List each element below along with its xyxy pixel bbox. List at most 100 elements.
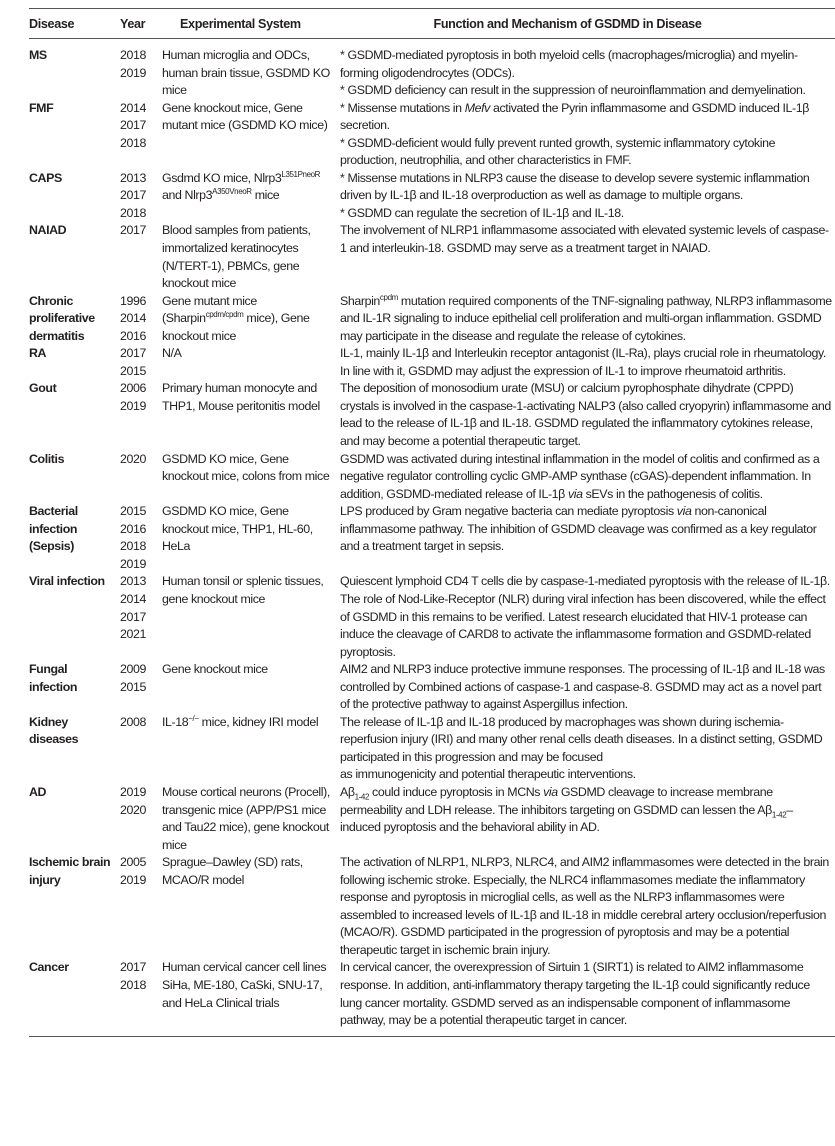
function-paragraph: Sharpincpdm mutation required components… — [340, 292, 832, 343]
function-paragraph: Aβ1-42 could induce pyroptosis in MCNs v… — [340, 784, 793, 835]
function-paragraph: The deposition of monosodium urate (MSU)… — [340, 381, 831, 449]
table-row: CAPS 2013 2017 2018 Gsdmd KO mice, Nlrp3L351… — [29, 170, 835, 223]
year: 2018 — [120, 135, 146, 150]
year: 2021 — [120, 627, 146, 642]
function-paragraph: * GSDMD deficiency can result in the sup… — [340, 83, 806, 98]
table-row: MS 2018 2019 Human microglia and ODCs, huma… — [29, 47, 835, 100]
disease-cell: Colitis — [29, 451, 65, 466]
table-row: Fungal infection 2009 2015 Gene knockout mi… — [29, 661, 835, 714]
disease-cell: Kidney diseases — [29, 714, 79, 747]
system-cell: Human microglia and ODCs, human brain ti… — [162, 48, 330, 98]
table-header: Disease Year Experimental System Functio… — [29, 9, 835, 39]
header-system: Experimental System — [180, 16, 301, 31]
year: 2019 — [120, 556, 146, 571]
function-cell: Aβ1-42 could induce pyroptosis in MCNs v… — [340, 784, 835, 854]
function-paragraph: In cervical cancer, the overexpression o… — [340, 960, 810, 1028]
table-row: Chronic proliferative dermatitis 1996 2014… — [29, 293, 835, 346]
system-cell: Gene knockout mice — [162, 662, 268, 677]
year-cell: 2017 2015 — [120, 345, 162, 380]
function-cell: The release of IL-1β and IL-18 produced … — [340, 714, 835, 784]
disease-cell: CAPS — [29, 170, 62, 185]
function-cell: IL-1, mainly IL-1β and Interleukin recep… — [340, 345, 835, 380]
disease-cell: FMF — [29, 100, 54, 115]
system-cell: Human cervical cancer cell lines SiHa, M… — [162, 960, 327, 1010]
year: 2014 — [120, 311, 146, 326]
function-paragraph: * Missense mutations in NLRP3 cause the … — [340, 170, 810, 203]
system-cell: Human tonsil or splenic tissues, gene kn… — [162, 574, 324, 606]
table-row: NAIAD 2017 Blood samples from patients, im… — [29, 222, 835, 292]
year: 2016 — [120, 521, 146, 536]
year: 2020 — [120, 451, 146, 466]
table-row: Bacterial infection (Sepsis) 2015 2016 2018… — [29, 503, 835, 573]
year-cell: 2018 2019 — [120, 47, 162, 100]
year: 2017 — [120, 118, 146, 133]
function-cell: The involvement of NLRP1 inflammasome as… — [340, 222, 835, 292]
disease-cell: Gout — [29, 381, 57, 396]
function-paragraph: Quiescent lymphoid CD4 T cells die by ca… — [340, 574, 830, 659]
year-cell: 2020 — [120, 451, 162, 504]
system-cell: Gsdmd KO mice, Nlrp3L351PneoR and Nlrp3A… — [162, 169, 321, 203]
function-cell: * GSDMD-mediated pyroptosis in both myel… — [340, 47, 835, 100]
year-cell: 2009 2015 — [120, 661, 162, 714]
year-cell: 1996 2014 2016 — [120, 293, 162, 346]
disease-cell: RA — [29, 346, 47, 361]
function-paragraph: The release of IL-1β and IL-18 produced … — [340, 714, 823, 782]
function-cell: Sharpincpdm mutation required components… — [340, 293, 835, 346]
system-cell: GSDMD KO mice, Gene knockout mice, THP1,… — [162, 504, 313, 554]
table-row: Gout 2006 2019 Primary human monocyte and T… — [29, 380, 835, 450]
year: 2017 — [120, 188, 146, 203]
system-cell: Primary human monocyte and THP1, Mouse p… — [162, 381, 320, 413]
table-row: AD 2019 2020 Mouse cortical neurons (Procel… — [29, 784, 835, 854]
function-paragraph: * GSDMD can regulate the secretion of IL… — [340, 205, 624, 220]
function-paragraph: LPS produced by Gram negative bacteria c… — [340, 504, 817, 554]
year: 2015 — [120, 504, 146, 519]
header-disease: Disease — [29, 16, 75, 31]
table-row: RA 2017 2015 N/A IL-1, mainly IL-1β and Inte… — [29, 345, 835, 380]
year: 2018 — [120, 48, 146, 62]
year-cell: 2019 2020 — [120, 784, 162, 854]
system-cell: Blood samples from patients, immortalize… — [162, 223, 311, 291]
year: 2018 — [120, 539, 146, 554]
year-cell: 2006 2019 — [120, 380, 162, 450]
year: 2019 — [120, 872, 146, 887]
table-row: Kidney diseases 2008 IL-18−/− mice, kidney… — [29, 714, 835, 784]
year: 2013 — [120, 170, 146, 185]
year: 2019 — [120, 398, 146, 413]
header-function: Function and Mechanism of GSDMD in Disea… — [433, 16, 702, 31]
year: 2014 — [120, 100, 146, 115]
year: 2019 — [120, 65, 146, 80]
disease-cell: AD — [29, 784, 47, 799]
year: 2009 — [120, 662, 146, 677]
year: 2019 — [120, 784, 146, 799]
year-cell: 2017 2018 — [120, 959, 162, 1029]
disease-cell: Viral infection — [29, 574, 105, 589]
year: 2008 — [120, 714, 146, 729]
table-row: Ischemic brain injury 2005 2019 Sprague–Daw… — [29, 854, 835, 959]
function-paragraph: * Missense mutations in Mefv activated t… — [340, 100, 809, 133]
year: 2006 — [120, 381, 146, 396]
function-cell: * Missense mutations in Mefv activated t… — [340, 100, 835, 170]
year: 2017 — [120, 609, 146, 624]
system-cell: Gene knockout mice, Gene mutant mice (GS… — [162, 100, 328, 133]
system-cell: Sprague–Dawley (SD) rats, MCAO/R model — [162, 855, 303, 887]
function-cell: Quiescent lymphoid CD4 T cells die by ca… — [340, 573, 835, 661]
function-paragraph: GSDMD was activated during intestinal in… — [340, 451, 820, 501]
function-cell: AIM2 and NLRP3 induce protective immune … — [340, 661, 835, 714]
year: 2015 — [120, 363, 146, 378]
year: 2018 — [120, 205, 146, 220]
function-paragraph: * GSDMD-mediated pyroptosis in both myel… — [340, 48, 798, 80]
year: 2014 — [120, 591, 146, 606]
disease-cell: MS — [29, 48, 47, 62]
bottom-rule — [29, 1035, 835, 1037]
function-paragraph: The involvement of NLRP1 inflammasome as… — [340, 223, 829, 256]
top-rule — [29, 8, 835, 9]
function-paragraph: IL-1, mainly IL-1β and Interleukin recep… — [340, 346, 826, 378]
year: 2017 — [120, 223, 146, 238]
function-cell: LPS produced by Gram negative bacteria c… — [340, 503, 835, 573]
table-row: Cancer 2017 2018 Human cervical cancer cell… — [29, 959, 835, 1029]
function-cell: * Missense mutations in NLRP3 cause the … — [340, 170, 835, 223]
function-paragraph: The activation of NLRP1, NLRP3, NLRC4, a… — [340, 855, 829, 957]
disease-cell: Cancer — [29, 960, 69, 975]
function-cell: GSDMD was activated during intestinal in… — [340, 451, 835, 504]
system-cell: IL-18−/− mice, kidney IRI model — [162, 713, 319, 729]
